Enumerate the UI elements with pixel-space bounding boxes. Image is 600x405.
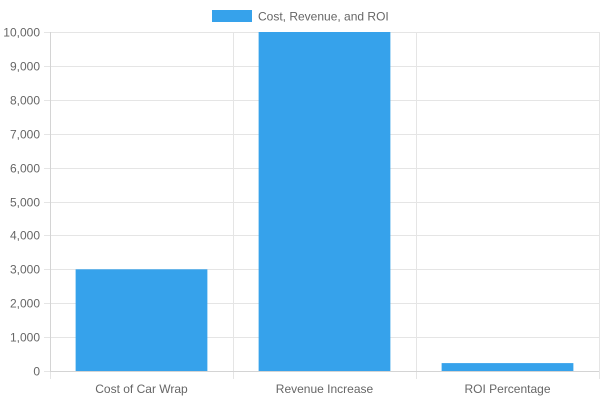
- y-tick-label: 0: [33, 365, 40, 379]
- y-tick-label: 1,000: [10, 331, 40, 345]
- y-tick-label: 10,000: [3, 26, 40, 40]
- y-tick-label: 4,000: [10, 229, 40, 243]
- bar: [75, 269, 208, 371]
- y-tick-label: 5,000: [10, 196, 40, 210]
- x-tick-label: Cost of Car Wrap: [95, 382, 188, 396]
- legend[interactable]: Cost, Revenue, and ROI: [212, 10, 389, 24]
- y-tick-label: 8,000: [10, 94, 40, 108]
- legend-label: Cost, Revenue, and ROI: [258, 10, 389, 24]
- x-tick-label: ROI Percentage: [464, 382, 550, 396]
- bar: [441, 363, 574, 371]
- y-tick-label: 2,000: [10, 297, 40, 311]
- x-tick-label: Revenue Increase: [276, 382, 374, 396]
- y-axis-tick-labels: 0 1,000 2,000 3,000 4,000 5,000 6,000 7,000 8,00…: [3, 26, 40, 379]
- bar: [258, 32, 391, 371]
- axes: [50, 32, 599, 372]
- bars: [75, 32, 574, 371]
- x-axis-tick-labels: Cost of Car Wrap Revenue Increase ROI Perc…: [95, 382, 551, 396]
- y-tick-label: 6,000: [10, 162, 40, 176]
- y-tick-label: 7,000: [10, 128, 40, 142]
- y-tick-label: 9,000: [10, 60, 40, 74]
- legend-swatch: [212, 10, 252, 22]
- y-tick-label: 3,000: [10, 263, 40, 277]
